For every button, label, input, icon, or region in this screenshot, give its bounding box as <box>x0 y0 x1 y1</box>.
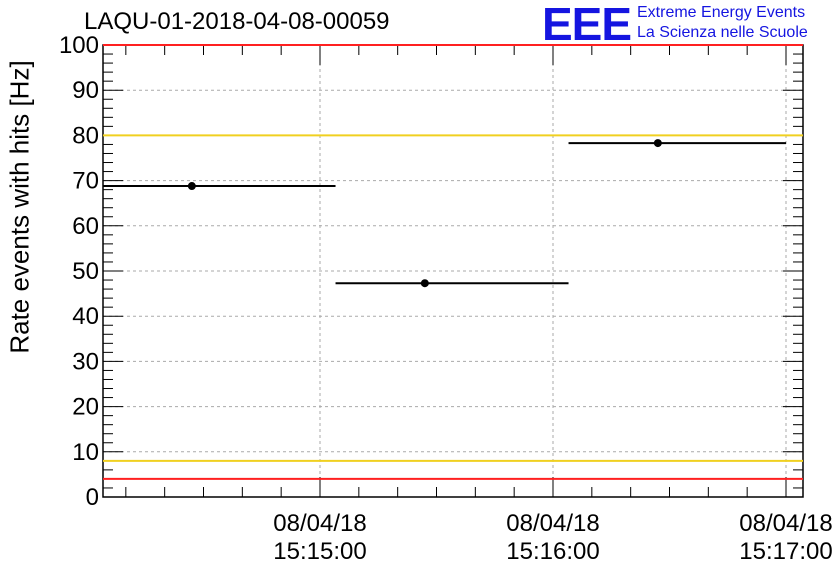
logo-line-2: La Scienza nelle Scuole <box>637 24 808 41</box>
y-tick-label: 50 <box>72 258 99 285</box>
eee-logo: EEE <box>542 0 632 50</box>
data-point <box>653 139 662 148</box>
x-tick-label-date: 08/04/18 <box>739 510 832 537</box>
y-tick-label: 0 <box>86 484 99 511</box>
y-tick-label: 20 <box>72 394 99 421</box>
y-tick-label: 60 <box>72 213 99 240</box>
x-tick-label-time: 15:17:00 <box>739 538 832 565</box>
y-tick-label: 10 <box>72 439 99 466</box>
x-tick-label-date: 08/04/18 <box>273 510 366 537</box>
x-tick-label-date: 08/04/18 <box>506 510 599 537</box>
y-axis-label: Rate events with hits [Hz] <box>4 60 35 354</box>
y-tick-label: 100 <box>59 32 99 59</box>
y-tick-label: 40 <box>72 303 99 330</box>
x-tick-label-time: 15:16:00 <box>506 538 599 565</box>
chart-title: LAQU-01-2018-04-08-00059 <box>84 8 390 35</box>
y-tick-label: 90 <box>72 77 99 104</box>
logo-line-1: Extreme Energy Events <box>637 4 806 21</box>
y-tick-label: 30 <box>72 348 99 375</box>
y-tick-label: 80 <box>72 122 99 149</box>
data-point <box>420 279 429 288</box>
data-point <box>187 182 196 191</box>
x-tick-label-time: 15:15:00 <box>273 538 366 565</box>
y-tick-label: 70 <box>72 168 99 195</box>
